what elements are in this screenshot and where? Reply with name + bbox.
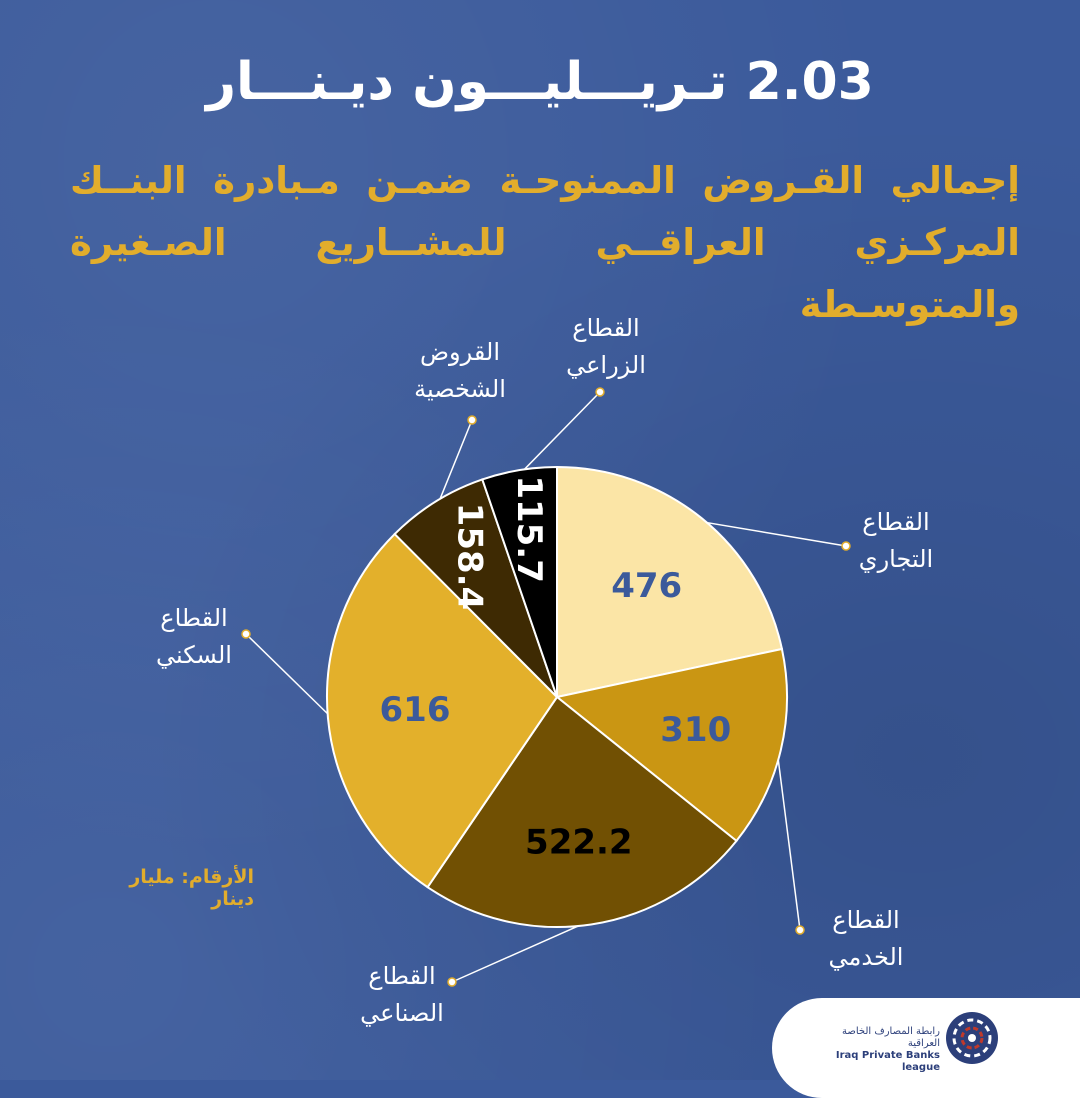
value-label-personal-loans: 158.4 bbox=[449, 503, 489, 611]
label-residential-sector: القطاع السكني bbox=[156, 604, 232, 669]
slice-residential bbox=[326, 532, 559, 889]
leader-line-commercial bbox=[699, 520, 847, 547]
logo-name-arabic: رابطة المصارف الخاصة العراقية bbox=[841, 1026, 940, 1049]
value-label-residential: 616 bbox=[380, 690, 451, 730]
pie-value-labels: 476 310 522.2 616 158.4 115.7 bbox=[380, 475, 732, 862]
leader-line-industrial bbox=[451, 919, 591, 983]
logo-text: رابطة المصارف الخاصة العراقية Iraq Priva… bbox=[810, 1026, 940, 1074]
page-subtitle: إجمالي القـروض الممنوحـة ضمـن مـبادرة ال… bbox=[70, 150, 1020, 336]
leader-line-agricultural bbox=[519, 391, 601, 475]
leader-lines bbox=[241, 387, 851, 987]
slice-personal-loans bbox=[393, 478, 558, 698]
pie-slices bbox=[326, 465, 788, 928]
value-label-services: 310 bbox=[660, 710, 731, 750]
leader-dot-industrial bbox=[447, 977, 457, 987]
page-headline: 2.03 تـريـــليـــون ديـنـــار bbox=[206, 52, 874, 112]
label-industrial-sector: القطاع الصناعي bbox=[360, 962, 444, 1027]
slice-agricultural bbox=[481, 465, 558, 698]
leader-line-services bbox=[776, 749, 801, 931]
slice-commercial bbox=[556, 465, 784, 699]
value-label-industrial: 522.2 bbox=[525, 823, 633, 863]
label-services-sector: القطاع الخدمي bbox=[828, 906, 904, 971]
leader-dot-services bbox=[795, 925, 805, 935]
leader-dot-agricultural bbox=[595, 387, 605, 397]
subtitle-line-2: المركـزي العراقــي للمشــاريع الصـغيرة و… bbox=[70, 221, 1020, 326]
label-personal-loans: القروض الشخصية bbox=[414, 338, 506, 403]
label-commercial-sector: القطاع التجاري bbox=[858, 508, 934, 573]
leader-dot-personal-loans bbox=[467, 415, 477, 425]
units-note: الأرقام: مليار دينار bbox=[129, 866, 254, 910]
iraq-private-banks-league-logo-icon bbox=[946, 1012, 998, 1064]
subtitle-line-1: إجمالي القـروض الممنوحـة ضمـن مـبادرة ال… bbox=[70, 159, 1020, 202]
leader-line-personal-loans bbox=[436, 419, 473, 506]
value-label-commercial: 476 bbox=[611, 566, 682, 606]
leader-dot-residential bbox=[241, 629, 251, 639]
leader-line-residential bbox=[245, 633, 333, 719]
value-label-agricultural: 115.7 bbox=[509, 475, 549, 583]
slice-industrial bbox=[426, 695, 738, 928]
logo-name-english: Iraq Private Banks league bbox=[835, 1050, 940, 1073]
slice-services bbox=[554, 647, 788, 843]
label-agricultural-sector: القطاع الزراعي bbox=[566, 314, 646, 379]
leader-dot-commercial bbox=[841, 541, 851, 551]
